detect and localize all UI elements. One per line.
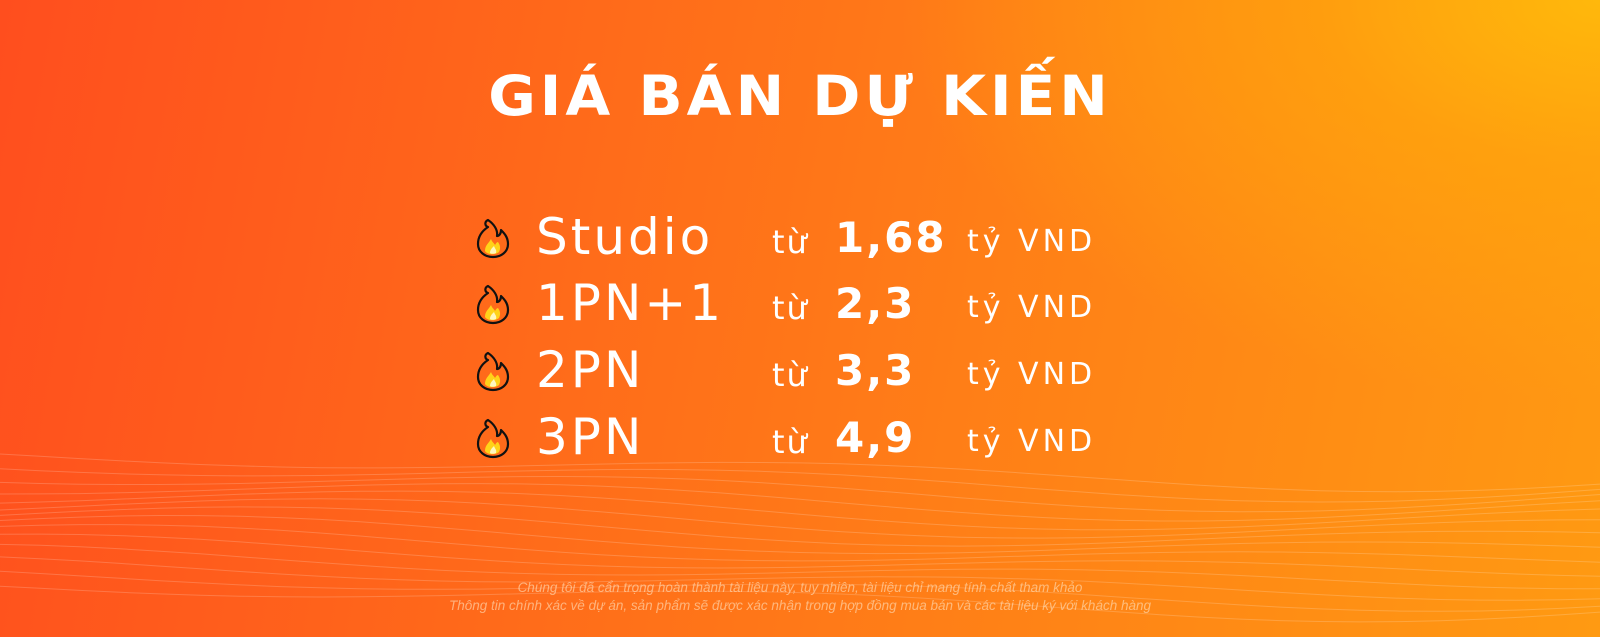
price-prefix: từ [772, 223, 809, 261]
price-value: 2,3 [835, 279, 916, 328]
fire-icon [476, 351, 510, 392]
wave-line [0, 490, 1600, 531]
price-unit: tỷ VND [967, 357, 1097, 392]
wave-line [0, 524, 1600, 563]
price-row: 3PN từ 4,9 tỷ VND [0, 407, 1600, 467]
unit-type-label: 1PN+1 [536, 274, 725, 332]
price-unit: tỷ VND [967, 424, 1097, 459]
price-prefix: từ [772, 289, 809, 327]
wave-line [0, 498, 1600, 539]
unit-type-label: Studio [536, 208, 714, 266]
page-title: GIÁ BÁN DỰ KIẾN [488, 63, 1112, 129]
disclaimer-line-1: Chúng tôi đã cẩn trọng hoàn thành tài li… [517, 580, 1083, 595]
price-row: Studio từ 1,68 tỷ VND [0, 207, 1600, 267]
fire-icon [476, 284, 510, 325]
wave-line [0, 483, 1600, 522]
price-value: 3,3 [835, 346, 916, 395]
wave-line [0, 475, 1600, 513]
wave-line [0, 556, 1600, 601]
price-value: 1,68 [835, 213, 947, 262]
wave-line [0, 585, 1600, 623]
wave-line [0, 468, 1600, 503]
unit-type-label: 3PN [536, 408, 645, 466]
price-row: 1PN+1 từ 2,3 tỷ VND [0, 273, 1600, 333]
disclaimer-line-2: Thông tin chính xác về dự án, sản phẩm s… [448, 598, 1151, 613]
wave-line [0, 453, 1600, 493]
unit-type-label: 2PN [536, 341, 645, 399]
wave-line [0, 533, 1600, 577]
wave-line [0, 506, 1600, 547]
price-value: 4,9 [835, 413, 916, 462]
fire-icon [476, 418, 510, 459]
wave-pattern [0, 453, 1600, 623]
wave-line [0, 543, 1600, 590]
price-unit: tỷ VND [967, 290, 1097, 325]
price-row: 2PN từ 3,3 tỷ VND [0, 340, 1600, 400]
wave-line [0, 514, 1600, 555]
wave-line [0, 570, 1600, 612]
fire-icon [476, 218, 510, 259]
price-unit: tỷ VND [967, 224, 1097, 259]
price-prefix: từ [772, 356, 809, 394]
price-prefix: từ [772, 423, 809, 461]
